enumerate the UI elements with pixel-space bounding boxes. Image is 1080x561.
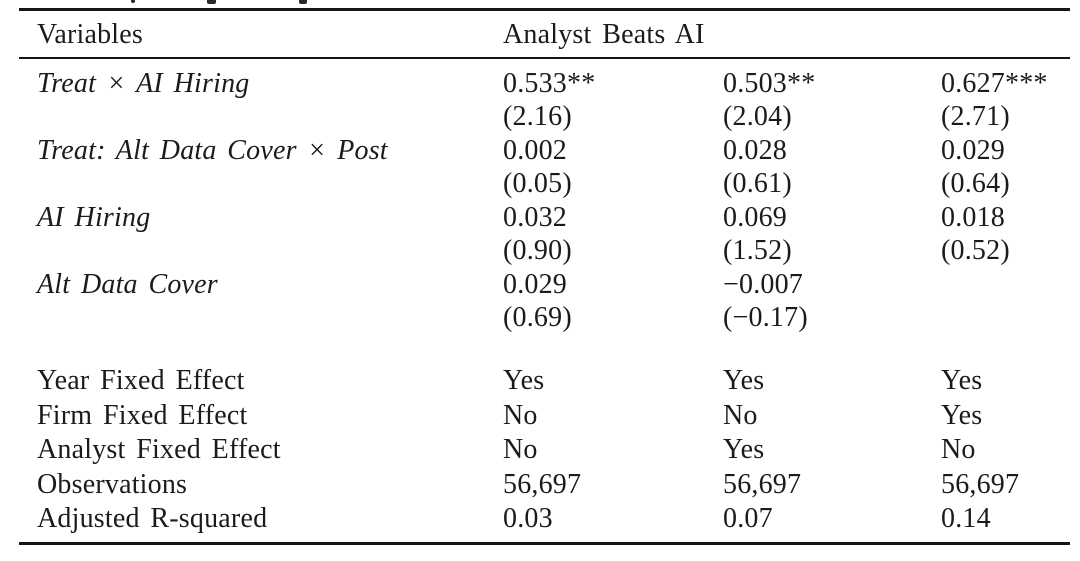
stat-model1: No <box>503 434 538 466</box>
coef-model1: 0.533** <box>503 67 596 99</box>
table-top-rule <box>19 8 1070 11</box>
stat-model3: 0.14 <box>941 503 991 535</box>
stat-model2: 0.07 <box>723 503 773 535</box>
table-row: Year Fixed Effect Yes Yes Yes <box>19 364 1070 399</box>
tstat-model2: (0.61) <box>723 168 792 200</box>
coef-model1: 0.032 <box>503 201 567 233</box>
stat-model3: Yes <box>941 365 983 397</box>
table-row: (0.69) (−0.17) <box>19 302 1070 336</box>
stat-model1: Yes <box>503 365 545 397</box>
coef-model3: 0.627*** <box>941 67 1048 99</box>
row-label: Adjusted R-squared <box>37 503 268 535</box>
caption-descender-mark <box>207 0 216 4</box>
coefficient-section: Treat × AI Hiring 0.533** 0.503** 0.627*… <box>19 67 1070 335</box>
row-label: Firm Fixed Effect <box>37 399 248 431</box>
tstat-model1: (0.90) <box>503 235 572 267</box>
coef-model1: 0.029 <box>503 268 567 300</box>
table-header-row: Variables Analyst Beats AI <box>19 13 1070 57</box>
regression-table: Variables Analyst Beats AI Treat × AI Hi… <box>19 0 1070 561</box>
coef-model3: 0.018 <box>941 201 1005 233</box>
row-label: Treat × AI Hiring <box>37 67 250 99</box>
tstat-model1: (0.05) <box>503 168 572 200</box>
row-label: Year Fixed Effect <box>37 365 245 397</box>
coef-model1: 0.002 <box>503 134 567 166</box>
model-stats-section: Year Fixed Effect Yes Yes Yes Firm Fixed… <box>19 364 1070 537</box>
stat-model3: No <box>941 434 976 466</box>
table-row: Firm Fixed Effect No No Yes <box>19 399 1070 434</box>
caption-descender-mark <box>131 0 135 3</box>
coef-model2: −0.007 <box>723 268 803 300</box>
table-row: (0.05) (0.61) (0.64) <box>19 168 1070 202</box>
coef-model3: 0.029 <box>941 134 1005 166</box>
stat-model1: 56,697 <box>503 468 582 500</box>
tstat-model1: (0.69) <box>503 302 572 334</box>
clipped-caption-text <box>0 0 1080 5</box>
stat-model3: Yes <box>941 399 983 431</box>
table-row: Alt Data Cover 0.029 −0.007 <box>19 268 1070 302</box>
stat-model1: No <box>503 399 538 431</box>
stat-model1: 0.03 <box>503 503 553 535</box>
row-label: Alt Data Cover <box>37 268 218 300</box>
tstat-model3: (2.71) <box>941 101 1010 133</box>
table-row: Analyst Fixed Effect No Yes No <box>19 433 1070 468</box>
caption-descender-mark <box>299 0 307 4</box>
tstat-model2: (−0.17) <box>723 302 808 334</box>
stat-model2: Yes <box>723 434 765 466</box>
tstat-model1: (2.16) <box>503 101 572 133</box>
table-row: Adjusted R-squared 0.03 0.07 0.14 <box>19 502 1070 537</box>
table-row: Observations 56,697 56,697 56,697 <box>19 468 1070 503</box>
tstat-model2: (2.04) <box>723 101 792 133</box>
table-row: Treat × AI Hiring 0.533** 0.503** 0.627*… <box>19 67 1070 101</box>
tstat-model3: (0.64) <box>941 168 1010 200</box>
table-row: Treat: Alt Data Cover × Post 0.002 0.028… <box>19 134 1070 168</box>
coef-model2: 0.503** <box>723 67 816 99</box>
row-label: AI Hiring <box>37 201 151 233</box>
stat-model2: No <box>723 399 758 431</box>
coef-model2: 0.069 <box>723 201 787 233</box>
stat-model2: Yes <box>723 365 765 397</box>
tstat-model3: (0.52) <box>941 235 1010 267</box>
row-label: Observations <box>37 468 188 500</box>
coef-model2: 0.028 <box>723 134 787 166</box>
table-bottom-rule <box>19 542 1070 545</box>
row-label: Treat: Alt Data Cover × Post <box>37 134 388 166</box>
stat-model2: 56,697 <box>723 468 802 500</box>
table-row: (0.90) (1.52) (0.52) <box>19 235 1070 269</box>
header-dependent-variable: Analyst Beats AI <box>503 19 705 50</box>
table-header-rule <box>19 57 1070 59</box>
table-row: AI Hiring 0.032 0.069 0.018 <box>19 201 1070 235</box>
header-variables: Variables <box>37 19 143 50</box>
row-label: Analyst Fixed Effect <box>37 434 281 466</box>
table-row: (2.16) (2.04) (2.71) <box>19 101 1070 135</box>
tstat-model2: (1.52) <box>723 235 792 267</box>
stat-model3: 56,697 <box>941 468 1020 500</box>
